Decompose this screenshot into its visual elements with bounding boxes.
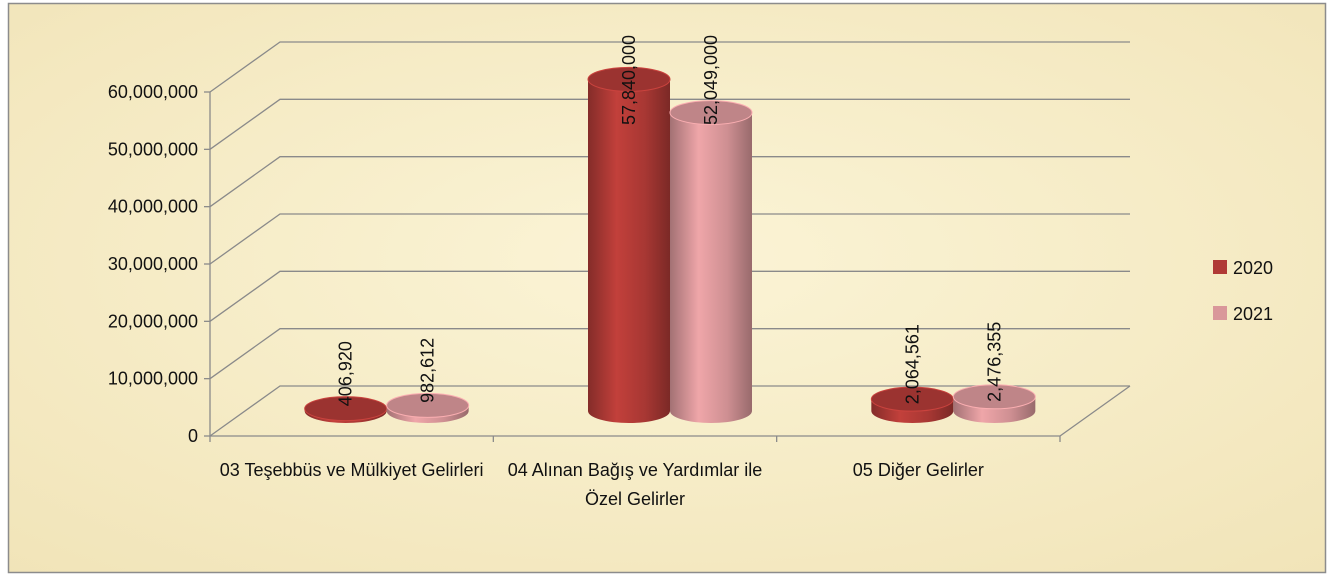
grid-line: [209, 328, 1130, 380]
y-tick-label: 20,000,000: [108, 311, 198, 331]
bar: [386, 392, 470, 423]
bar-body: [588, 79, 670, 423]
value-label: 2,476,355: [984, 322, 1004, 402]
value-label: 52,049,000: [701, 35, 721, 125]
y-tick-label: 30,000,000: [108, 254, 198, 274]
bar-body: [871, 399, 954, 423]
x-tick-label: 05 Diğer Gelirler: [853, 460, 984, 480]
bar-body: [953, 396, 1036, 424]
bar-body: [670, 112, 752, 424]
legend-swatch: [1213, 260, 1227, 274]
bar-top: [952, 384, 1036, 410]
y-tick-label: 10,000,000: [108, 369, 198, 389]
bar: [952, 384, 1036, 424]
bar-top: [669, 100, 753, 126]
value-label: 57,840,000: [619, 35, 639, 125]
grid-line: [209, 41, 1130, 93]
y-tick-label: 60,000,000: [108, 82, 198, 102]
grid-line: [209, 213, 1130, 265]
y-tick-label: 0: [188, 426, 198, 446]
bar-top: [386, 392, 470, 418]
bar: [669, 100, 753, 424]
value-label: 982,612: [418, 338, 438, 403]
legend-label: 2021: [1233, 304, 1273, 324]
legend-label: 2020: [1233, 258, 1273, 278]
legend-swatch: [1213, 306, 1227, 320]
value-label: 2,064,561: [902, 324, 922, 404]
bar-body: [386, 405, 469, 423]
bar-top: [587, 66, 671, 92]
x-tick-label: 03 Teşebbüs ve Mülkiyet Gelirleri: [220, 460, 484, 480]
bar: [587, 66, 671, 423]
x-tick-label: 04 Alınan Bağış ve Yardımlar ile Özel Gel…: [508, 460, 762, 509]
value-label: 406,920: [336, 341, 356, 406]
bar: [870, 386, 954, 423]
y-tick-label: 50,000,000: [108, 139, 198, 159]
y-tick-label: 40,000,000: [108, 197, 198, 217]
grid-line: [209, 270, 1130, 322]
grid-line: [209, 385, 1130, 437]
grid-line: [209, 98, 1130, 150]
grid-line: [209, 156, 1130, 208]
